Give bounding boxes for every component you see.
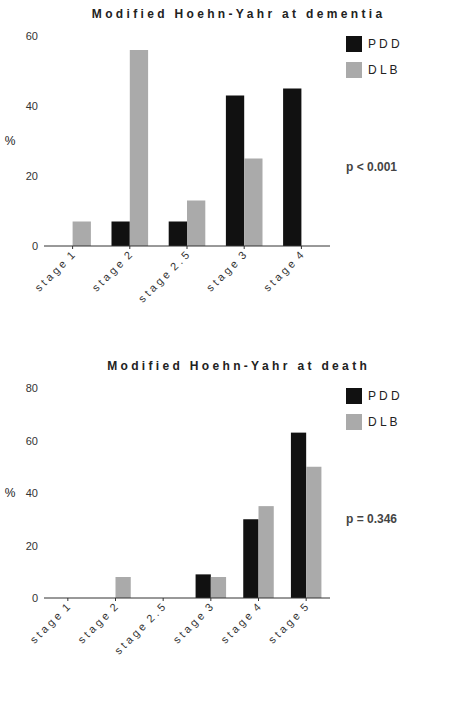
y-tick-label: 80 [26, 382, 38, 394]
chart: M o d i f i e d H o e h n - Y a h r a t … [5, 7, 400, 305]
bar [283, 89, 301, 247]
y-tick [41, 246, 44, 247]
x-tick-label: s t a g e 1 [27, 601, 72, 646]
y-tick-label: 0 [32, 592, 38, 604]
chart: M o d i f i e d H o e h n - Y a h r a t … [5, 359, 400, 657]
x-tick-label: s t a g e 1 [32, 249, 77, 294]
x-tick [244, 246, 245, 249]
y-tick [41, 440, 44, 441]
x-tick [163, 598, 164, 601]
y-tick [41, 545, 44, 546]
x-tick [187, 246, 188, 249]
bars [116, 433, 322, 598]
bar [306, 467, 321, 598]
y-tick-label: 40 [26, 487, 38, 499]
annotation: p < 0.001 [346, 160, 397, 174]
legend-label: D L B [368, 63, 398, 77]
x-tick [72, 246, 73, 249]
bar [291, 433, 306, 598]
legend-swatch [346, 388, 362, 404]
y-tick [41, 493, 44, 494]
y-tick [41, 598, 44, 599]
x-tick-label: s t a g e 4 [261, 249, 306, 294]
y-tick-label: 60 [26, 30, 38, 42]
annotation: p = 0.346 [346, 512, 397, 526]
bar [169, 222, 187, 247]
x-tick-label: s t a g e 5 [266, 601, 311, 646]
y-tick-label: 20 [26, 540, 38, 552]
bar [116, 577, 131, 598]
bar [243, 519, 258, 598]
x-tick [210, 598, 211, 601]
bar [196, 574, 211, 598]
x-tick-label: s t a g e 3 [170, 601, 215, 646]
y-tick [41, 388, 44, 389]
bars [73, 50, 302, 246]
legend-label: P D D [368, 37, 400, 51]
x-tick-label: s t a g e 4 [218, 601, 263, 646]
x-tick-label: s t a g e 2 . 5 [112, 601, 168, 657]
bar [226, 96, 244, 247]
y-axis-label: % [5, 486, 16, 500]
y-tick-label: 60 [26, 435, 38, 447]
y-axis-label: % [5, 134, 16, 148]
bar [259, 506, 274, 598]
title: M o d i f i e d H o e h n - Y a h r a t … [107, 359, 367, 373]
x-tick-label: s t a g e 2 [89, 249, 134, 294]
y-tick-label: 40 [26, 100, 38, 112]
x-tick [258, 598, 259, 601]
chart-canvas: M o d i f i e d H o e h n - Y a h r a t … [0, 0, 474, 705]
y-tick-label: 0 [32, 240, 38, 252]
legend-swatch [346, 62, 362, 78]
x-tick-label: s t a g e 3 [204, 249, 249, 294]
bar [211, 577, 226, 598]
legend-swatch [346, 36, 362, 52]
x-tick [306, 598, 307, 601]
bar [130, 50, 148, 246]
legend-swatch [346, 414, 362, 430]
y-tick-label: 20 [26, 170, 38, 182]
x-axis [44, 598, 330, 599]
bar [244, 159, 262, 247]
title: M o d i f i e d H o e h n - Y a h r a t … [92, 7, 383, 21]
bar [187, 201, 205, 247]
y-tick [41, 176, 44, 177]
x-tick-label: s t a g e 2 . 5 [136, 249, 192, 305]
x-tick [115, 598, 116, 601]
y-tick [41, 36, 44, 37]
legend-label: D L B [368, 415, 398, 429]
legend-label: P D D [368, 389, 400, 403]
x-tick-label: s t a g e 2 [75, 601, 120, 646]
y-tick [41, 106, 44, 107]
bar [73, 222, 91, 247]
x-tick [301, 246, 302, 249]
x-tick [67, 598, 68, 601]
x-tick [129, 246, 130, 249]
bar [111, 222, 129, 247]
